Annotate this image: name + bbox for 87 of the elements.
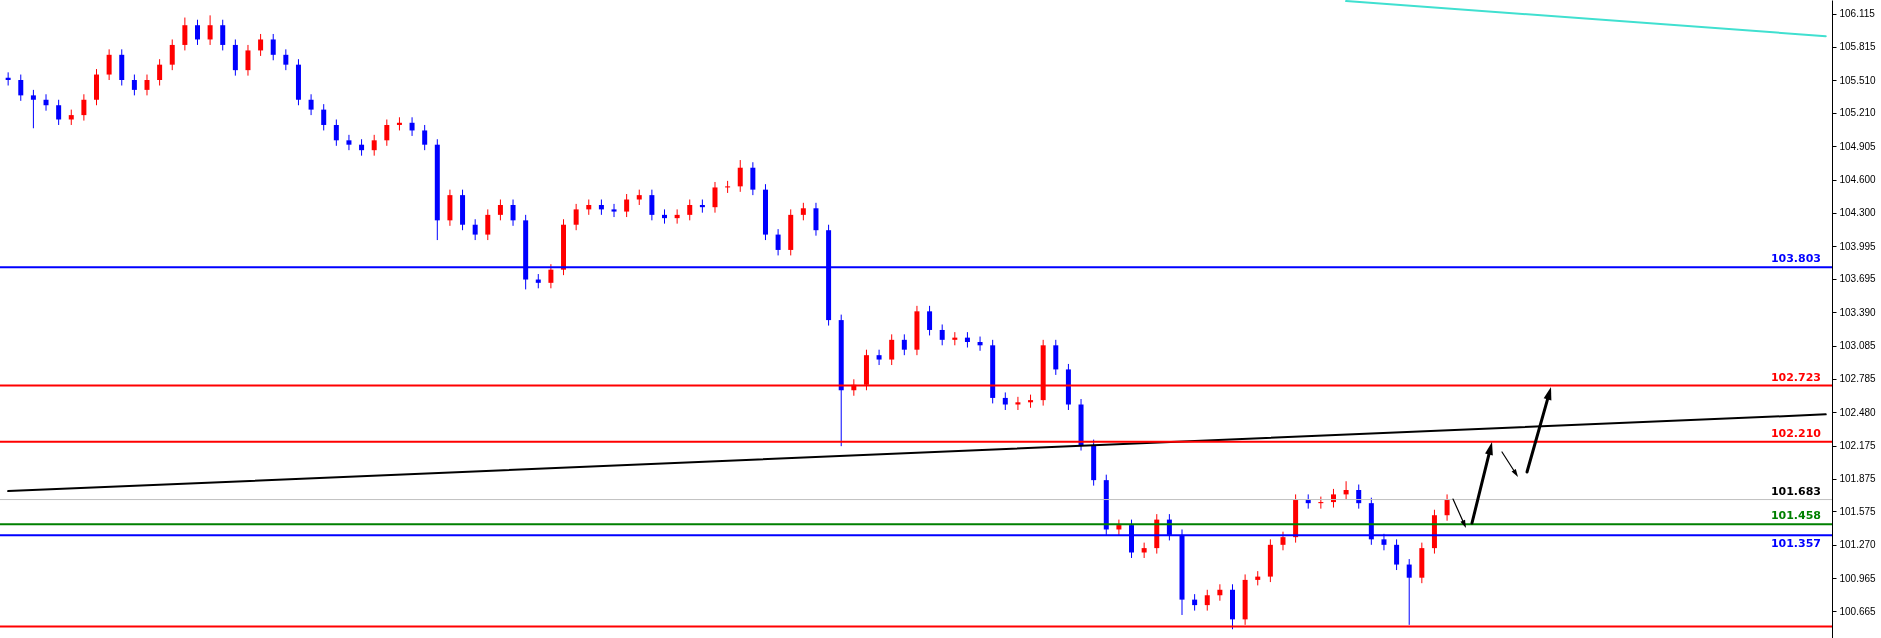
y-tick-label: 102.785 — [1839, 373, 1877, 385]
candlestick — [939, 323, 945, 346]
candlestick — [207, 14, 213, 46]
ref-line-label: 101.458 — [1770, 509, 1821, 523]
candlestick — [611, 203, 617, 218]
candlestick — [1406, 558, 1412, 626]
candlestick — [18, 74, 24, 102]
candlestick — [1217, 583, 1223, 602]
candlestick — [813, 202, 819, 237]
candlestick — [1280, 531, 1286, 551]
candlestick — [157, 58, 163, 87]
candlestick — [346, 134, 352, 151]
candlestick — [1015, 396, 1021, 411]
candlestick — [573, 203, 579, 231]
candlestick — [889, 333, 895, 366]
candlestick — [321, 103, 327, 131]
candlestick — [712, 181, 718, 214]
candlestick — [333, 118, 339, 147]
candlestick — [384, 118, 390, 147]
candlestick — [927, 305, 933, 336]
ref-line-label: 102.723 — [1770, 370, 1821, 384]
ref-line-label: 103.803 — [1770, 252, 1821, 266]
candlestick — [30, 89, 36, 129]
y-tick-label: 103.085 — [1839, 340, 1877, 352]
candlestick — [144, 74, 150, 96]
y-tick-label: 102.480 — [1839, 406, 1877, 418]
y-tick-label: 100.665 — [1839, 605, 1877, 617]
candlestick — [1394, 538, 1400, 571]
candlestick — [169, 38, 175, 71]
candlestick — [876, 349, 882, 366]
candlestick — [1343, 480, 1349, 501]
candlestick — [624, 193, 630, 218]
candlestick — [485, 208, 491, 241]
candlestick — [245, 44, 251, 77]
candlestick — [308, 93, 314, 116]
candlestick — [510, 199, 516, 227]
candlestick — [750, 161, 756, 196]
y-tick-label: 103.695 — [1839, 273, 1877, 285]
ref-line-label: 101.683 — [1770, 484, 1821, 498]
candlestick — [1116, 519, 1122, 536]
y-tick-label: 101.270 — [1839, 539, 1877, 551]
candlestick — [270, 33, 276, 61]
candlestick — [725, 180, 731, 194]
candlestick — [674, 208, 680, 225]
y-tick-label: 103.995 — [1839, 240, 1877, 252]
candlestick — [472, 218, 478, 241]
y-tick-label: 102.175 — [1839, 440, 1877, 452]
candlestick — [977, 336, 983, 352]
candlestick — [737, 159, 743, 193]
candlestick — [687, 199, 693, 221]
candlestick — [43, 93, 49, 112]
candlestick — [548, 263, 554, 289]
candlestick — [1444, 493, 1450, 522]
candlestick — [283, 48, 289, 71]
candlestick — [497, 199, 503, 221]
candlestick — [409, 116, 415, 137]
y-tick-label: 104.300 — [1839, 207, 1877, 219]
candlestick — [1204, 589, 1210, 612]
candlestick — [220, 19, 226, 51]
ref-line-label: 102.210 — [1770, 426, 1822, 440]
candlestick — [1318, 496, 1324, 510]
y-tick-label: 105.815 — [1839, 41, 1877, 53]
candlestick — [371, 134, 377, 157]
candlestick — [1356, 484, 1362, 510]
candlestick — [1141, 542, 1147, 559]
candlestick — [194, 19, 200, 46]
y-tick-label: 104.905 — [1839, 140, 1877, 152]
y-tick-label: 100.965 — [1839, 572, 1877, 584]
candlestick — [106, 48, 112, 81]
y-tick-label: 101.575 — [1839, 505, 1877, 517]
candlestick — [649, 189, 655, 221]
y-tick-label: 105.210 — [1839, 107, 1877, 119]
candlestick — [81, 93, 87, 122]
y-tick-label: 103.390 — [1839, 306, 1877, 318]
candlestick — [422, 124, 428, 151]
candlestick — [258, 33, 264, 57]
candlestick — [5, 71, 11, 87]
candlestick — [775, 228, 781, 256]
y-tick-label: 105.510 — [1839, 74, 1877, 86]
candlestick — [131, 74, 137, 96]
ref-line-label: 101.357 — [1770, 537, 1821, 551]
y-tick-label: 101.875 — [1839, 473, 1877, 484]
candlestick — [56, 99, 62, 126]
y-tick-label: 106.115 — [1839, 8, 1876, 20]
candlestick — [182, 17, 188, 51]
candlestick — [901, 333, 907, 356]
y-tick-label: 104.600 — [1839, 174, 1877, 186]
